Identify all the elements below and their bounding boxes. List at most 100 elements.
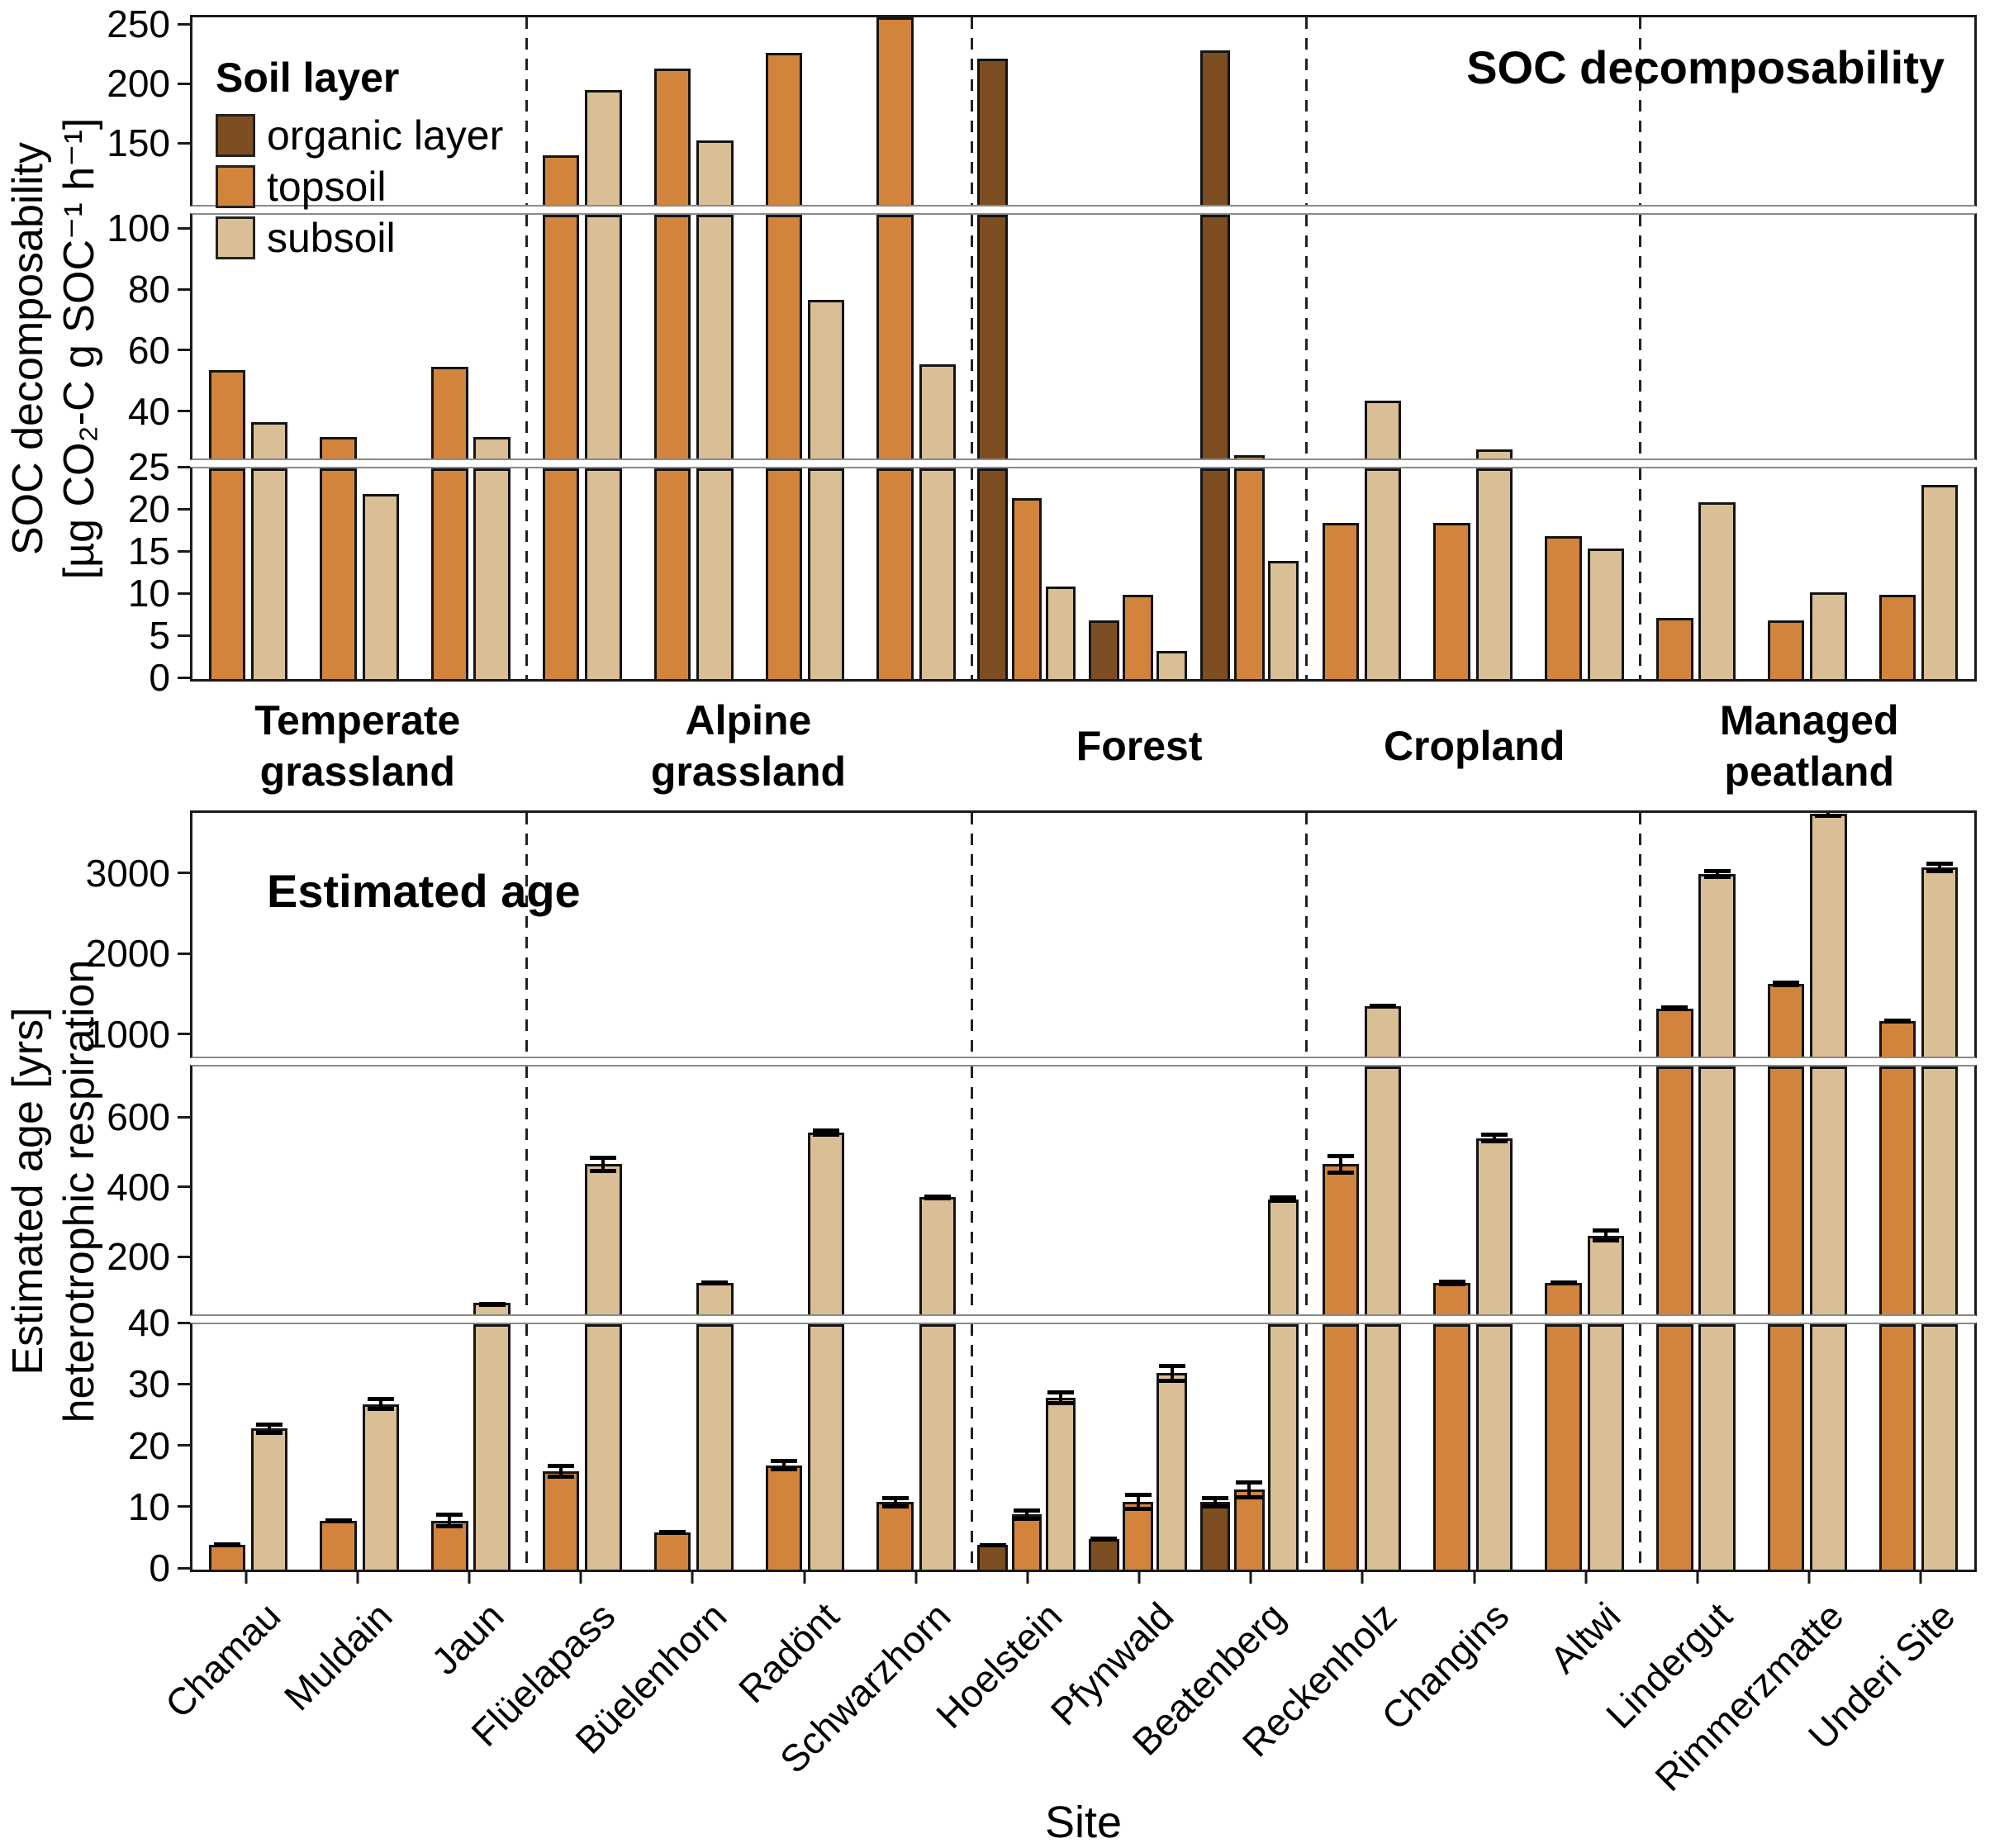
group-label-line: Cropland	[1383, 723, 1565, 769]
bar-Hoelstein-topsoil	[1011, 497, 1042, 679]
bar-Radönt-topsoil	[765, 215, 803, 458]
group-separator-dashed	[971, 813, 974, 1057]
error-bar-cap-bottom	[325, 1518, 352, 1523]
error-bar-line	[893, 1495, 897, 1508]
group-separator-dashed	[1639, 468, 1642, 679]
bar-Lindergut-subsoil	[1698, 1067, 1736, 1314]
bar-Altwi-subsoil	[1587, 1235, 1624, 1314]
error-bar-line	[824, 1128, 829, 1138]
error-bar-cap-bottom	[548, 1475, 575, 1480]
plot-segment: Estimated age	[190, 810, 1977, 1058]
error-bar-Hoelstein-topsoil	[1013, 1508, 1040, 1521]
group-separator-dashed	[525, 1324, 528, 1570]
y-tick-mark	[178, 676, 190, 679]
legend-item-organic-layer: organic layer	[216, 110, 503, 161]
error-bar-cap-top	[1158, 1364, 1185, 1369]
group-separator-dashed	[1639, 1324, 1642, 1570]
segment-row: 200 400 600	[0, 1065, 1990, 1316]
y-tick-label: 0	[149, 1546, 170, 1589]
bar-Büelenhorn-subsoil	[696, 1282, 734, 1314]
error-bar-Pfynwald-subsoil	[1158, 1364, 1185, 1383]
error-bar-Rimmerzmatte-subsoil	[1815, 813, 1842, 818]
axis-break-gap	[0, 460, 1990, 467]
bar-Lindergut-topsoil	[1656, 1067, 1693, 1314]
y-tick-mark	[178, 410, 190, 413]
bar-Hoelstein-organic-layer	[977, 1545, 1008, 1570]
bar-Underi Site-subsoil	[1921, 485, 1959, 679]
error-bar-cap-top	[1773, 981, 1800, 986]
bar-Reckenholz-subsoil	[1364, 1005, 1402, 1057]
error-bar-cap-bottom	[1550, 1280, 1577, 1285]
x-tick-mark	[1249, 1572, 1252, 1584]
error-bar-line	[1058, 1390, 1062, 1405]
bar-Changins-subsoil	[1475, 468, 1513, 679]
error-bar-cap-top	[770, 1459, 797, 1464]
bar-Muldain-topsoil	[320, 437, 357, 458]
bar-Beatenberg-topsoil	[1234, 1489, 1265, 1570]
x-tick-mark	[1026, 1572, 1029, 1584]
bar-Changins-subsoil	[1475, 1138, 1513, 1314]
segment-row: 1000 2000 3000 Estimated age	[0, 810, 1990, 1058]
x-tick-mark	[1137, 1572, 1141, 1584]
bar-Schwarzhorn-topsoil	[876, 1502, 914, 1570]
bar-Büelenhorn-subsoil	[696, 215, 734, 458]
error-bar-Pfynwald-organic-layer	[1090, 1537, 1118, 1542]
x-tick-mark	[579, 1572, 582, 1584]
y-tick-label: 60	[127, 328, 170, 372]
bar-Hoelstein-organic-layer	[977, 468, 1008, 679]
error-bar-cap-bottom	[213, 1543, 240, 1548]
bar-Reckenholz-subsoil	[1364, 1067, 1402, 1314]
bar-Beatenberg-organic-layer	[1200, 1502, 1231, 1570]
group-label-forest: Forest	[1076, 682, 1203, 810]
error-bar-Jaun-topsoil	[436, 1512, 463, 1529]
bar-Changins-topsoil	[1433, 1282, 1470, 1314]
group-separator-dashed	[525, 17, 528, 205]
site-label-jaun: Jaun	[423, 1594, 512, 1684]
error-bar-cap-bottom	[1124, 1507, 1152, 1512]
y-tick-mark	[178, 82, 190, 85]
y-tick-mark	[178, 872, 190, 875]
bar-Büelenhorn-topsoil	[653, 1532, 691, 1570]
x-tick-mark	[356, 1572, 359, 1584]
error-bar-cap-bottom	[659, 1531, 686, 1536]
error-bar-Reckenholz-topsoil	[1327, 1153, 1354, 1175]
error-bar-cap-bottom	[1090, 1537, 1118, 1542]
y-tick-label: 10	[127, 572, 170, 615]
bar-Schwarzhorn-subsoil	[919, 468, 957, 679]
y-tick-label: 80	[127, 268, 170, 311]
error-bar-line	[1338, 1153, 1342, 1175]
bar-Rimmerzmatte-subsoil	[1810, 813, 1847, 1057]
bar-Flüelapass-subsoil	[585, 215, 622, 458]
error-bar-cap-bottom	[1370, 1004, 1397, 1009]
error-bar-Hoelstein-organic-layer	[979, 1542, 1006, 1548]
group-label-line: Alpine	[685, 697, 812, 743]
error-bar-cap-top	[813, 1128, 840, 1133]
panel-soc-decomposability: SOC decomposability [µg CO₂-C g SOC⁻¹ h⁻…	[0, 5, 1990, 696]
bar-Büelenhorn-topsoil	[653, 468, 691, 679]
bar-Radönt-subsoil	[807, 1324, 845, 1570]
legend-title: Soil layer	[216, 55, 400, 101]
y-tick-mark	[178, 952, 190, 955]
bar-Reckenholz-subsoil	[1364, 400, 1402, 458]
error-bar-cap-bottom	[1047, 1401, 1074, 1405]
y-axis-label-line1: Estimated age [yrs]	[4, 1007, 52, 1375]
x-tick-mark	[1696, 1572, 1699, 1584]
bar-Pfynwald-subsoil	[1156, 1373, 1187, 1570]
y-tick-label: 600	[107, 1095, 170, 1139]
group-separator-dashed	[1639, 215, 1642, 458]
site-label-band-row: Chamau Muldain Jaun Flüelapass Büelenhorn Rad…	[0, 1572, 1990, 1799]
group-label-band: Temperate grassland Alpine grassland Forest C…	[0, 682, 1990, 810]
group-band: Temperate grassland Alpine grassland Forest C…	[190, 682, 1977, 810]
bar-Beatenberg-topsoil	[1234, 468, 1265, 679]
error-bar-line	[1136, 1493, 1140, 1512]
error-bar-cap-bottom	[1815, 813, 1842, 818]
plot-segment	[190, 467, 1977, 682]
y-tick-mark	[178, 591, 190, 595]
group-label-line: peatland	[1724, 748, 1895, 795]
y-axis-gutter: 40 60 80 100	[0, 209, 190, 460]
error-bar-cap-top	[367, 1396, 394, 1401]
bar-Jaun-subsoil	[473, 468, 511, 679]
group-separator-dashed	[1304, 468, 1308, 679]
bar-Radönt-topsoil	[765, 53, 803, 205]
y-axis-label-line1: SOC decomposability	[4, 141, 52, 555]
